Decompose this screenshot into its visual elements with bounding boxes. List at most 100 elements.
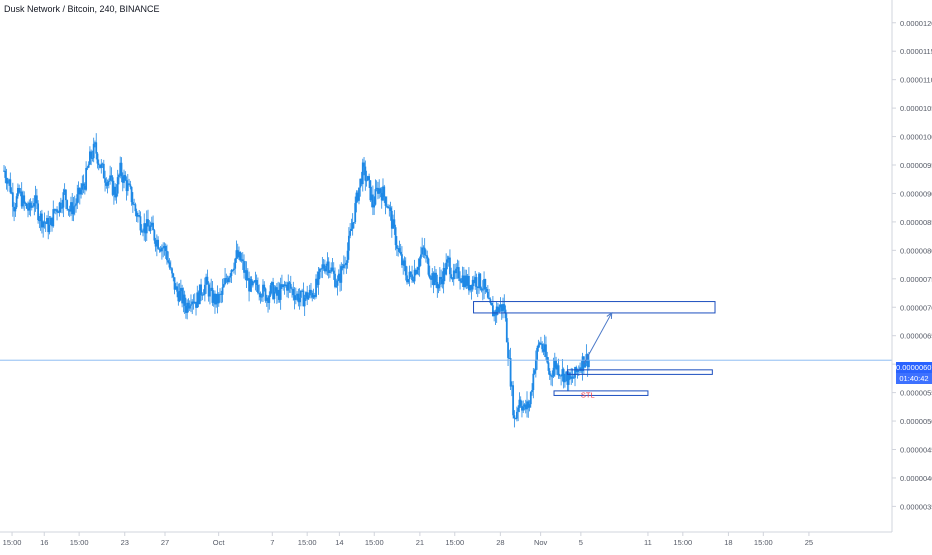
candle-body [159, 249, 162, 252]
candle-body [355, 192, 358, 204]
candle-body [157, 239, 160, 249]
candle-body [70, 202, 72, 212]
candle-body [462, 275, 465, 287]
price-tick-label: 0.00000500 [900, 417, 932, 426]
candle-body [461, 275, 464, 283]
candle-body [155, 239, 158, 247]
candle-body [230, 270, 233, 276]
candle-body [197, 292, 200, 305]
candle-body [406, 275, 408, 283]
price-tick-label: 0.00001050 [900, 104, 932, 113]
candle-body [227, 277, 230, 282]
time-tick-label: 7 [270, 538, 274, 547]
candle-body [149, 225, 152, 231]
candle-body [258, 292, 261, 294]
candle-body [187, 302, 190, 309]
candle-body [25, 203, 28, 209]
candle-body [234, 258, 237, 269]
candle-body [534, 359, 537, 371]
candle-body [497, 306, 499, 312]
candle-body [574, 367, 576, 378]
candle-body [572, 377, 575, 379]
candle-body [133, 204, 136, 206]
candle-body [143, 223, 146, 232]
candle-body [310, 289, 312, 293]
candle-body [306, 292, 309, 300]
candle-body [153, 230, 156, 241]
price-tick-label: 0.00000400 [900, 474, 932, 483]
candle-body [478, 273, 480, 289]
candle-body [95, 142, 98, 154]
candle-body [371, 194, 374, 208]
candle-body [541, 343, 544, 350]
candle-body [171, 268, 173, 274]
candle-body [188, 305, 191, 309]
candle-body [9, 179, 12, 193]
candle-body [207, 284, 210, 297]
candle-body [182, 294, 185, 304]
candle-body [473, 279, 475, 284]
candle-body [428, 274, 431, 278]
candle-body [118, 174, 120, 178]
candle-body [411, 274, 413, 280]
candle-body [236, 250, 239, 258]
candle-body [558, 375, 561, 377]
candle-body [294, 296, 297, 300]
candle-body [94, 142, 96, 144]
candle-body [437, 284, 440, 289]
candle-body [61, 207, 64, 209]
candle-body [249, 279, 252, 292]
candle-body [449, 257, 451, 275]
candle-body [337, 273, 340, 281]
candle-body [394, 227, 397, 246]
candle-body [264, 288, 267, 301]
candle-body [414, 269, 417, 275]
candle-body [545, 344, 547, 357]
candle-body [123, 175, 125, 183]
candle-body [379, 188, 382, 193]
candle-body [377, 187, 379, 194]
candle-body [350, 228, 353, 231]
candle-body [239, 251, 242, 261]
candle-body [408, 271, 411, 280]
candle-body [54, 209, 57, 211]
candle-body [582, 356, 585, 368]
candle-body [6, 180, 9, 184]
candle-body [382, 186, 384, 201]
candle-body [111, 177, 114, 195]
candle-body [220, 293, 223, 295]
candle-body [552, 367, 555, 377]
candle-body [341, 266, 344, 269]
candle-body [34, 195, 37, 204]
candle-body [334, 273, 336, 287]
candle-body [270, 282, 273, 286]
time-tick-label: 25 [805, 538, 813, 547]
candle-body [387, 206, 389, 209]
candle-body [392, 219, 394, 229]
candle-body [455, 268, 458, 274]
candle-body [380, 192, 383, 201]
candle-body [366, 176, 369, 181]
candle-body [340, 266, 343, 283]
candle-body [349, 230, 352, 236]
candle-body [35, 195, 38, 204]
candle-body [147, 219, 149, 227]
candle-body [99, 164, 101, 168]
time-tick-label: Nov [534, 538, 548, 547]
candle-body [522, 406, 525, 411]
candle-body [413, 269, 416, 282]
candle-body [37, 203, 40, 221]
price-tick-label: 0.00001200 [900, 19, 932, 28]
candle-body [203, 284, 206, 295]
candle-body [485, 288, 488, 292]
candle-body [430, 277, 432, 280]
candle-body [63, 189, 66, 193]
candle-body [383, 186, 386, 197]
candle-body [318, 268, 321, 272]
candle-body [137, 215, 139, 217]
candle-body [292, 289, 295, 296]
candle-body [443, 267, 446, 275]
candle-body [30, 205, 33, 208]
